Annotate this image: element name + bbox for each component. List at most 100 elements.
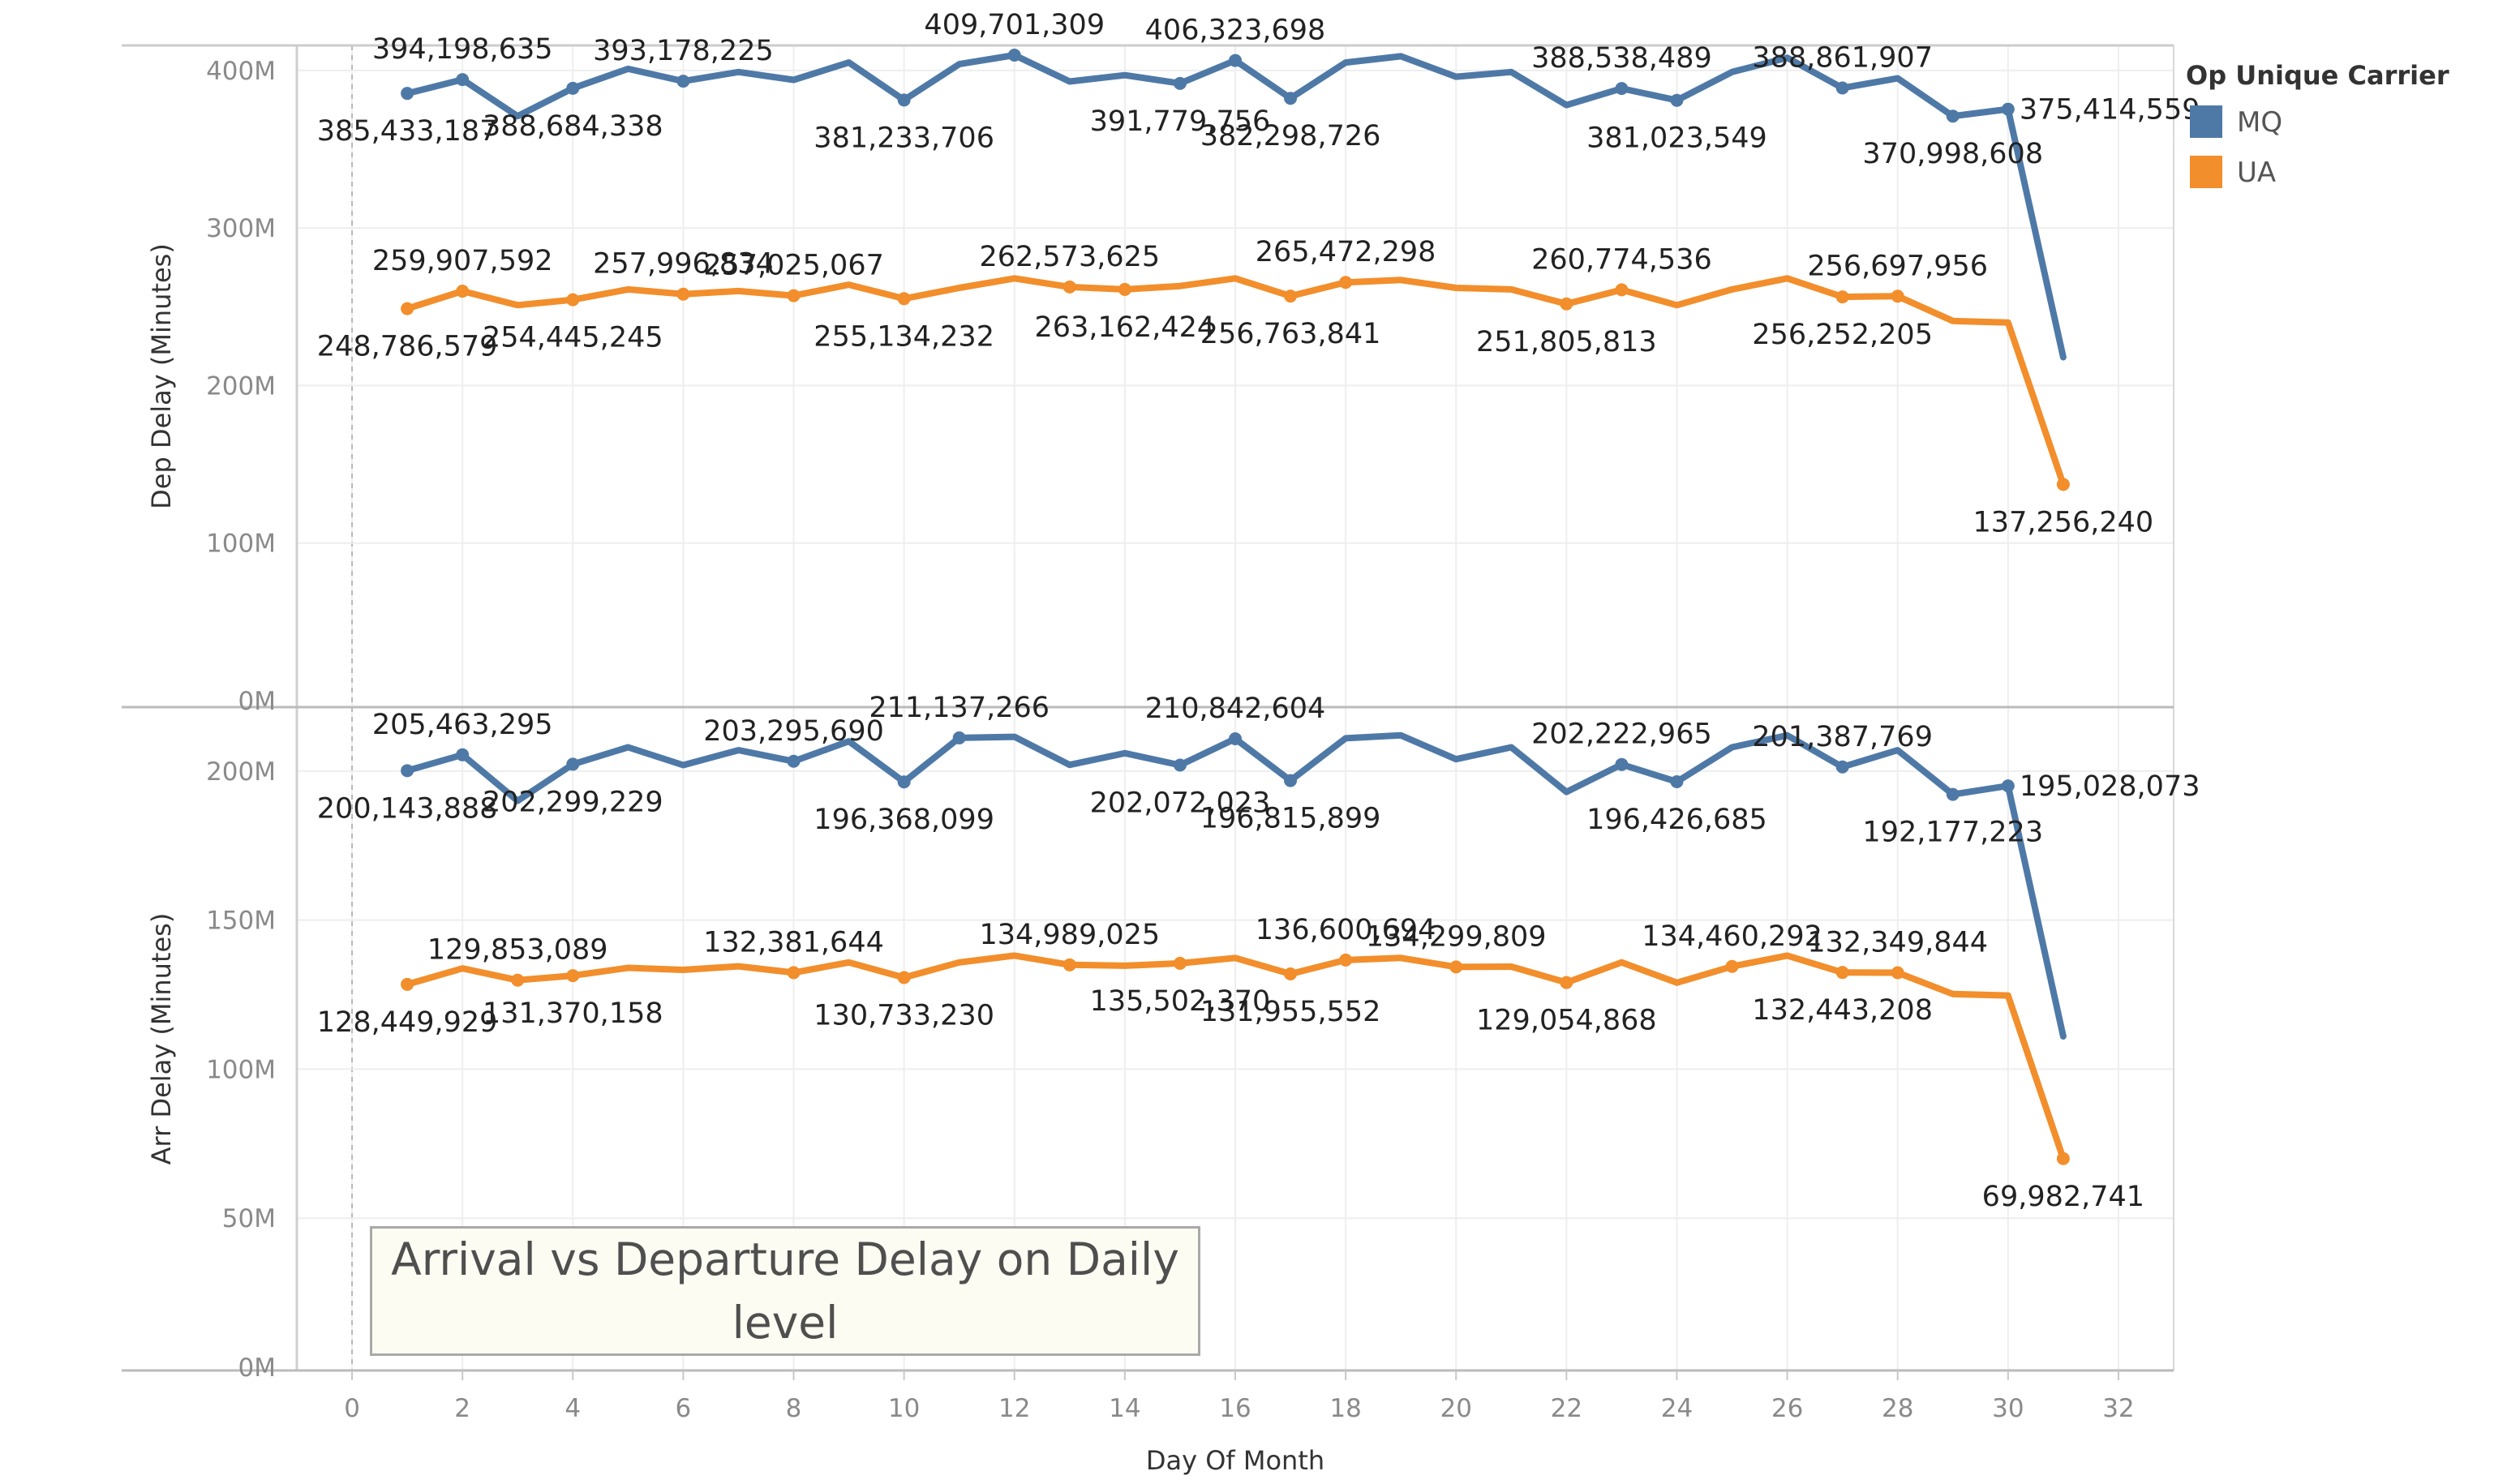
data-point — [1229, 54, 1242, 67]
data-label: 259,907,592 — [372, 245, 553, 277]
data-label: 131,370,158 — [483, 997, 663, 1030]
legend-title: Op Unique Carrier — [2186, 60, 2449, 91]
y-tick-label: 150M — [206, 907, 276, 936]
data-label: 129,054,868 — [1476, 1005, 1657, 1037]
lines-layer — [401, 49, 2070, 1165]
data-point — [511, 973, 525, 987]
data-label: 202,072,023 — [1090, 787, 1271, 820]
data-point — [1284, 774, 1298, 787]
legend-label-mq: MQ — [2237, 106, 2282, 139]
data-point — [1615, 82, 1629, 96]
data-point — [1891, 290, 1904, 303]
data-label: 130,733,230 — [813, 999, 994, 1032]
data-point — [1946, 787, 1960, 801]
data-label: 128,449,929 — [317, 1006, 498, 1039]
data-point — [1670, 774, 1684, 788]
data-label: 202,299,229 — [483, 786, 663, 818]
data-label: 257,996,834 — [593, 248, 774, 281]
data-label: 382,298,726 — [1200, 120, 1381, 152]
data-label: 200,143,888 — [317, 792, 498, 825]
data-point — [1835, 760, 1849, 774]
data-label: 192,177,223 — [1862, 817, 2043, 849]
data-label: 210,842,604 — [1145, 693, 1326, 725]
legend-label-ua: UA — [2237, 157, 2276, 189]
x-tick-label: 0 — [344, 1394, 360, 1423]
data-label: 388,538,489 — [1531, 42, 1712, 75]
data-point — [566, 969, 580, 983]
x-tick-label: 10 — [888, 1394, 920, 1423]
data-label: 134,460,292 — [1642, 920, 1822, 953]
data-label: 393,178,225 — [593, 35, 774, 67]
data-point — [897, 971, 911, 984]
data-point — [456, 748, 470, 761]
legend-swatch-mq — [2190, 105, 2222, 138]
legend-swatch-ua — [2190, 156, 2222, 188]
y-axis-title: Arr Delay (Minutes) — [146, 913, 177, 1165]
data-point — [1284, 967, 1298, 980]
x-tick-label: 16 — [1219, 1394, 1251, 1423]
data-label: 406,323,698 — [1145, 15, 1326, 47]
data-label: 129,853,089 — [427, 934, 608, 967]
x-tick-label: 24 — [1661, 1394, 1693, 1423]
data-point — [1835, 290, 1849, 304]
data-label: 391,779,756 — [1090, 105, 1271, 138]
data-point — [1560, 297, 1573, 311]
data-point — [1670, 93, 1684, 107]
data-point — [1725, 959, 1739, 973]
data-label: 203,295,690 — [703, 715, 884, 748]
frame-layer — [122, 44, 2174, 1372]
x-tick-label: 6 — [676, 1394, 692, 1423]
data-point — [2056, 1152, 2070, 1165]
data-label: 375,414,559 — [2020, 94, 2200, 127]
data-point — [1229, 732, 1242, 746]
x-axis-title: Day Of Month — [1146, 1445, 1324, 1476]
chart-title: Arrival vs Departure Delay on Daily leve… — [391, 1233, 1179, 1349]
data-label: 388,684,338 — [483, 110, 663, 143]
data-point — [1173, 76, 1187, 90]
data-label: 137,256,240 — [1973, 506, 2154, 538]
data-label: 195,028,073 — [2020, 770, 2200, 803]
data-point — [1615, 757, 1629, 771]
data-point — [787, 289, 801, 302]
x-tick-label: 2 — [454, 1394, 470, 1423]
data-point — [1560, 976, 1573, 989]
data-point — [1173, 956, 1187, 970]
x-tick-label: 20 — [1440, 1394, 1472, 1423]
data-label: 370,998,608 — [1862, 138, 2043, 170]
y-tick-label: 0M — [238, 1353, 276, 1383]
data-point — [676, 75, 690, 88]
data-label: 255,134,232 — [813, 320, 994, 353]
data-label: 381,233,706 — [813, 122, 994, 154]
data-label: 265,472,298 — [1256, 236, 1436, 268]
x-tick-label: 12 — [998, 1394, 1030, 1423]
data-point — [401, 87, 414, 101]
y-tick-label: 0M — [238, 687, 276, 716]
data-point — [1339, 276, 1353, 290]
data-point — [1835, 81, 1849, 95]
data-label: 134,989,025 — [979, 919, 1160, 951]
data-label: 196,815,899 — [1200, 803, 1381, 835]
data-point — [566, 293, 580, 307]
data-point — [1007, 49, 1021, 62]
data-label: 248,786,579 — [317, 331, 498, 363]
data-point — [1891, 966, 1904, 980]
x-tick-label: 30 — [1992, 1394, 2024, 1423]
data-point — [456, 285, 470, 298]
data-point — [1062, 958, 1076, 971]
data-label: 256,763,841 — [1200, 318, 1381, 350]
data-label: 256,697,956 — [1807, 250, 1988, 282]
data-label: 409,701,309 — [924, 9, 1105, 41]
y-tick-label: 100M — [206, 1055, 276, 1084]
data-point — [2056, 478, 2070, 491]
data-point — [1284, 290, 1298, 303]
data-label: 257,025,067 — [703, 250, 884, 282]
data-point — [401, 977, 414, 991]
labels-layer: 385,433,187 394,198,635 388,684,338 393,178… — [317, 9, 2200, 1213]
data-point — [897, 292, 911, 306]
data-point — [1118, 282, 1131, 296]
data-label: 254,445,245 — [483, 322, 663, 354]
data-label: 251,805,813 — [1476, 326, 1657, 358]
x-tick-label: 4 — [565, 1394, 581, 1423]
series-line-ua — [404, 952, 2067, 1162]
